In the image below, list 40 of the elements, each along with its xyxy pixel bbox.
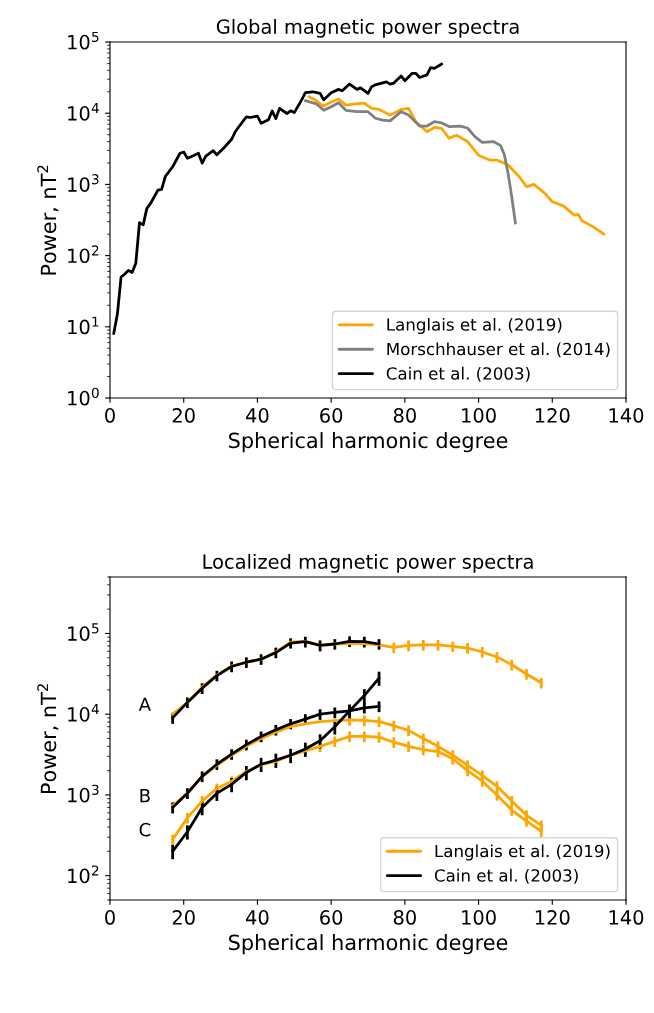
x-tick-label: 40: [246, 910, 269, 925]
x-tick-label: 100: [462, 910, 496, 925]
y-tick-label: 10$^{2}$: [68, 245, 99, 264]
y-tick-label: 10$^{2}$: [68, 865, 99, 884]
y-tick-label: 10$^{1}$: [68, 316, 99, 335]
x-tick-label: 120: [535, 408, 570, 423]
x-tick-label: 20: [172, 910, 195, 925]
annotation: C: [139, 822, 151, 837]
legend-label: Cain et al. (2003): [434, 868, 578, 884]
y-tick-label: 10$^{5}$: [68, 623, 99, 641]
y-tick-label: 10$^{5}$: [68, 31, 99, 50]
chart-title: Localized magnetic power spectra: [203, 553, 533, 573]
x-axis-title: Spherical harmonic degree: [229, 934, 508, 955]
x-tick-label: 60: [320, 910, 343, 925]
x-tick-label: 40: [246, 408, 269, 423]
x-tick-label: 20: [172, 408, 195, 423]
legend-label: Morschhauser et al. (2014): [387, 342, 610, 358]
legend-label: Langlais et al. (2019): [387, 317, 562, 335]
x-tick-label: 60: [320, 408, 343, 423]
legend-label: Cain et al. (2003): [386, 366, 530, 382]
y-tick-label: 10$^{4}$: [68, 103, 99, 121]
chart-title: Global magnetic power spectra: [216, 18, 519, 38]
y-tick-label: 10$^{4}$: [68, 704, 99, 722]
x-tick-label: 80: [393, 408, 416, 423]
y-axis-title: Power, nT$^{2}$: [37, 684, 59, 794]
annotation: B: [140, 788, 150, 803]
x-tick-label: 80: [393, 910, 416, 925]
x-tick-label: 0: [105, 910, 115, 925]
x-tick-label: 0: [105, 408, 115, 423]
x-tick-label: 140: [609, 408, 644, 423]
y-tick-label: 10$^{0}$: [68, 387, 99, 406]
y-axis-title: Power, nT$^{2}$: [37, 165, 59, 275]
annotation: A: [138, 697, 151, 711]
y-tick-label: 10$^{3}$: [68, 784, 99, 803]
x-tick-label: 120: [535, 910, 570, 925]
legend-label: Langlais et al. (2019): [435, 844, 610, 861]
x-tick-label: 100: [462, 408, 496, 423]
y-tick-label: 10$^{3}$: [68, 174, 99, 192]
x-tick-label: 140: [609, 910, 644, 925]
x-axis-title: Spherical harmonic degree: [229, 432, 508, 453]
